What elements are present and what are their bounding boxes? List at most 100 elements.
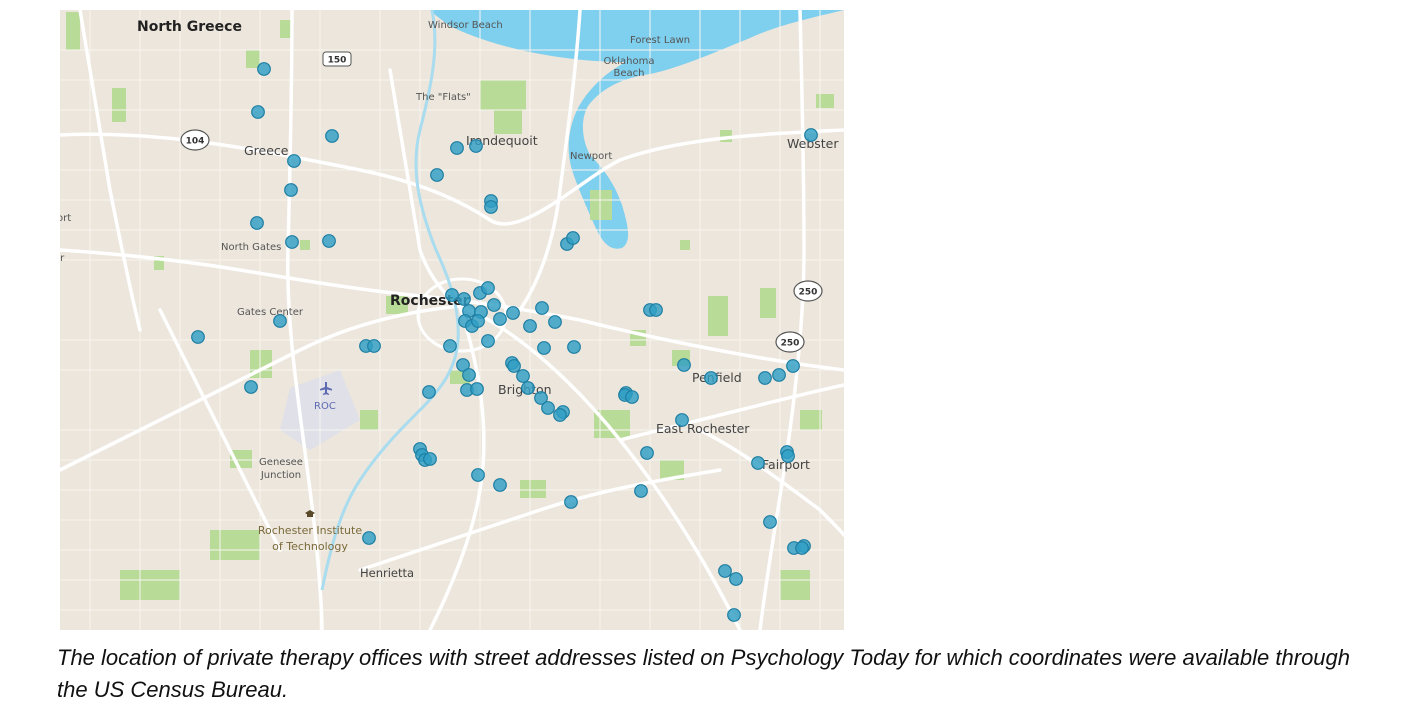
office-location-marker[interactable] <box>423 452 437 466</box>
office-location-marker[interactable] <box>322 234 336 248</box>
office-location-marker[interactable] <box>493 478 507 492</box>
route-104-label: 104 <box>186 137 205 147</box>
label-north-greece: North Greece <box>137 19 242 35</box>
office-location-marker[interactable] <box>422 385 436 399</box>
label-north-gates: North Gates <box>221 242 281 253</box>
office-location-marker[interactable] <box>471 468 485 482</box>
office-location-marker[interactable] <box>430 168 444 182</box>
office-location-marker[interactable] <box>537 341 551 355</box>
office-location-marker[interactable] <box>325 129 339 143</box>
office-location-marker[interactable] <box>704 371 718 385</box>
label-genesee: Genesee <box>259 457 303 468</box>
office-location-marker[interactable] <box>566 231 580 245</box>
office-location-marker[interactable] <box>553 408 567 422</box>
office-location-marker[interactable] <box>516 369 530 383</box>
label-east-rochester: East Rochester <box>656 421 750 436</box>
office-location-marker[interactable] <box>804 128 818 142</box>
office-location-marker[interactable] <box>469 139 483 153</box>
office-location-marker[interactable] <box>362 531 376 545</box>
office-location-marker[interactable] <box>625 390 639 404</box>
office-location-marker[interactable] <box>548 315 562 329</box>
office-location-marker[interactable] <box>287 154 301 168</box>
office-location-marker[interactable] <box>450 141 464 155</box>
office-location-marker[interactable] <box>564 495 578 509</box>
airport-icon <box>320 382 332 395</box>
office-location-marker[interactable] <box>763 515 777 529</box>
office-location-marker[interactable] <box>523 319 537 333</box>
office-location-marker[interactable] <box>484 200 498 214</box>
label-gates-center: Gates Center <box>237 307 304 318</box>
office-location-marker[interactable] <box>493 312 507 326</box>
office-location-marker[interactable] <box>772 368 786 382</box>
label-fairport: Fairport <box>762 457 810 472</box>
office-location-marker[interactable] <box>718 564 732 578</box>
office-location-marker[interactable] <box>795 541 809 555</box>
office-location-marker[interactable] <box>445 288 459 302</box>
office-location-marker[interactable] <box>251 105 265 119</box>
office-location-marker[interactable] <box>675 413 689 427</box>
office-location-marker[interactable] <box>649 303 663 317</box>
office-location-marker[interactable] <box>541 401 555 415</box>
office-location-marker[interactable] <box>535 301 549 315</box>
label-webster: Webster <box>787 136 839 151</box>
office-location-marker[interactable] <box>471 314 485 328</box>
label-greece: Greece <box>244 143 289 158</box>
office-location-marker[interactable] <box>534 391 548 405</box>
office-location-marker[interactable] <box>457 292 471 306</box>
label-roc: ROC <box>314 401 336 412</box>
lake-ontario <box>430 10 844 249</box>
office-location-marker[interactable] <box>634 484 648 498</box>
office-location-marker[interactable] <box>456 358 470 372</box>
office-location-marker[interactable] <box>781 449 795 463</box>
office-location-marker[interactable] <box>751 456 765 470</box>
label-forest-lawn: Forest Lawn <box>630 35 690 46</box>
route-150-shield: 150 <box>322 51 352 67</box>
office-location-marker[interactable] <box>677 358 691 372</box>
route-250-north-label: 250 <box>799 288 818 298</box>
office-location-marker[interactable] <box>758 371 772 385</box>
office-markers <box>191 62 818 622</box>
label-edge-ort: ort <box>60 213 71 224</box>
office-location-marker[interactable] <box>443 339 457 353</box>
label-rit-line1: Rochester Institute <box>258 524 362 537</box>
office-location-marker[interactable] <box>462 368 476 382</box>
route-250-shield-north: 250 <box>793 280 823 302</box>
genesee-river <box>320 10 460 591</box>
map-canvas: 150 104 250 250 North Greece Windsor Bea… <box>60 10 844 630</box>
office-location-marker[interactable] <box>244 380 258 394</box>
label-junction: Junction <box>260 470 301 481</box>
office-location-marker[interactable] <box>273 314 287 328</box>
office-location-marker[interactable] <box>191 330 205 344</box>
office-location-marker[interactable] <box>506 306 520 320</box>
office-location-marker[interactable] <box>284 183 298 197</box>
office-location-marker[interactable] <box>567 340 581 354</box>
label-newport: Newport <box>570 151 612 162</box>
office-location-marker[interactable] <box>786 359 800 373</box>
office-location-marker[interactable] <box>507 359 521 373</box>
office-location-marker[interactable] <box>481 334 495 348</box>
office-location-marker[interactable] <box>521 381 535 395</box>
route-250-shield-south: 250 <box>775 331 805 353</box>
label-edge-er: er <box>60 253 65 264</box>
office-location-marker[interactable] <box>729 572 743 586</box>
graduation-cap-icon <box>305 510 315 517</box>
parks <box>66 12 834 600</box>
office-location-marker[interactable] <box>470 382 484 396</box>
office-location-marker[interactable] <box>257 62 271 76</box>
office-location-marker[interactable] <box>640 446 654 460</box>
office-location-marker[interactable] <box>487 298 501 312</box>
label-rit-line2: of Technology <box>272 540 348 553</box>
map[interactable]: 150 104 250 250 North Greece Windsor Bea… <box>60 10 844 630</box>
office-location-marker[interactable] <box>285 235 299 249</box>
office-location-marker[interactable] <box>727 608 741 622</box>
route-150-label: 150 <box>328 56 347 66</box>
figure-caption: The location of private therapy offices … <box>57 645 1351 702</box>
inner-loop <box>416 277 508 353</box>
office-location-marker[interactable] <box>481 281 495 295</box>
label-oklahoma: Oklahoma <box>604 56 655 67</box>
label-henrietta: Henrietta <box>360 566 414 580</box>
office-location-marker[interactable] <box>367 339 381 353</box>
major-roads <box>60 10 844 630</box>
label-the-flats: The "Flats" <box>415 92 471 103</box>
office-location-marker[interactable] <box>250 216 264 230</box>
